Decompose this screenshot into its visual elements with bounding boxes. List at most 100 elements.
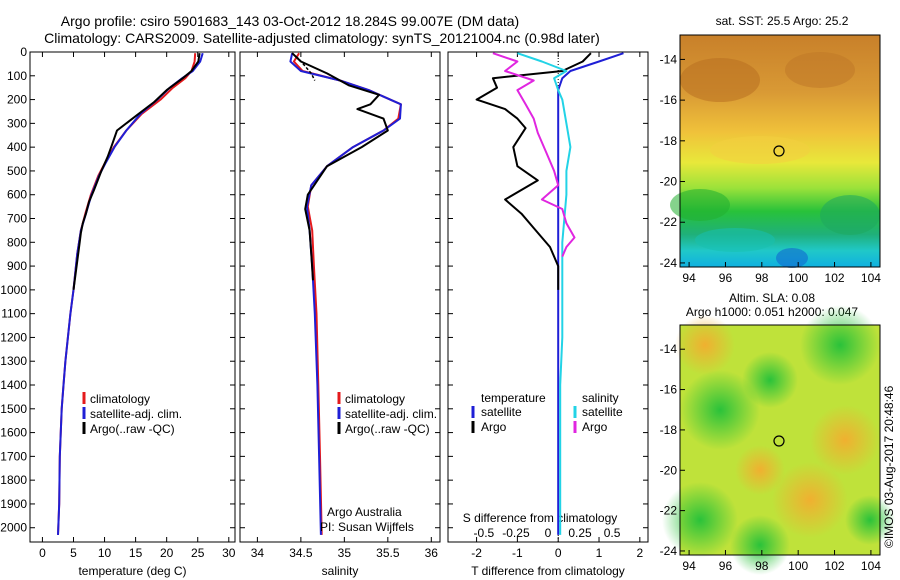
lon-tick-label: 94 — [682, 559, 696, 573]
y-tick-label: 1300 — [0, 354, 27, 368]
lon-tick-label: 98 — [755, 559, 769, 573]
series-line-t-argo — [475, 52, 592, 290]
x-tick-label: 1 — [596, 546, 603, 560]
x-tick-label: 34 — [251, 546, 265, 560]
x-axis-label: temperature (deg C) — [78, 564, 186, 578]
sla-map: Altim. SLA: 0.08 Argo h1000: 0.051 h2000… — [660, 291, 895, 575]
legend-title-temperature: temperature — [481, 391, 546, 405]
lon-tick-label: 102 — [825, 559, 845, 573]
legend-label-s-satellite: satellite — [582, 405, 623, 419]
lon-tick-label: 100 — [788, 559, 808, 573]
lat-tick-label: -14 — [660, 342, 678, 356]
lat-tick-label: -20 — [660, 463, 678, 477]
y-tick-label: 1000 — [0, 283, 27, 297]
legend-label-s-argo: Argo — [582, 420, 608, 434]
y-tick-label: 1600 — [0, 426, 27, 440]
salinity-legend: climatology satellite-adj. clim. Argo(..… — [320, 392, 437, 534]
lat-tick-label: -20 — [660, 175, 678, 189]
sst-map-argo-marker — [773, 145, 785, 157]
x-tick-label: 5 — [70, 546, 77, 560]
series-line-satellite-adj-clim- — [289, 52, 402, 535]
x-tick-label: 15 — [129, 546, 143, 560]
sst-map-frame — [679, 34, 881, 268]
y-tick-label: 1200 — [0, 330, 27, 344]
series-line-argo-raw-qc- — [72, 53, 201, 291]
y-tick-label: 1700 — [0, 449, 27, 463]
credit-pi: PI: Susan Wijffels — [320, 520, 414, 534]
lat-tick-label: -22 — [660, 504, 678, 518]
plot-frame — [447, 51, 649, 543]
series-line-t-satellite — [557, 52, 624, 535]
x-tick-label: -2 — [471, 546, 482, 560]
x-tick-label: 35 — [338, 546, 352, 560]
legend-title-salinity: salinity — [582, 391, 619, 405]
x-tick-label: 25 — [191, 546, 205, 560]
sst-map-title: sat. SST: 25.5 Argo: 25.2 — [716, 14, 849, 28]
plot-frame — [239, 51, 441, 543]
legend-label-t-satellite: satellite — [481, 405, 522, 419]
y-tick-label: 1900 — [0, 497, 27, 511]
legend-label-climatology: climatology — [90, 392, 150, 406]
lon-tick-label: 96 — [719, 271, 733, 285]
legend-label-argo: Argo(..raw -QC) — [345, 422, 430, 436]
lat-tick-label: -24 — [660, 256, 678, 270]
difference-legend: temperature salinity satellite Argo sate… — [471, 391, 623, 434]
legend-label-satellite: satellite-adj. clim. — [345, 407, 437, 421]
series-line-s-argo — [492, 52, 576, 257]
y-tick-label: 1100 — [1, 307, 27, 321]
x-tick-label: 0 — [555, 546, 562, 560]
x-tick-label: 0 — [39, 546, 46, 560]
x-axis-label: salinity — [322, 564, 359, 578]
lon-tick-label: 98 — [755, 271, 769, 285]
y-tick-label: 700 — [7, 212, 27, 226]
x-axis-top-label: S difference from climatology — [463, 511, 618, 525]
series-line-argo-dashed — [291, 52, 316, 81]
x-tick-label: 34.5 — [289, 546, 313, 560]
y-tick-label: 600 — [7, 188, 27, 202]
x-tick-label: 20 — [160, 546, 174, 560]
sst-map-texture — [670, 52, 880, 268]
x-tick-label: 10 — [98, 546, 112, 560]
sla-map-ticks: 94 96 98 100 102 104 -14 -16 -18 -20 -22 -24 — [660, 342, 882, 573]
lat-tick-label: -18 — [660, 134, 678, 148]
sst-map-ticks: 94 96 98 100 102 104 -14 -16 -18 -20 -22 -24 — [660, 52, 882, 285]
series-line-s-satellite — [517, 52, 572, 535]
x-tick-label: 2 — [636, 546, 643, 560]
figure-title-line2: Climatology: CARS2009. Satellite-adjuste… — [44, 30, 600, 46]
x-tick-top-label: 0.5 — [604, 526, 621, 540]
sla-map-frame — [679, 324, 881, 556]
plot-frame — [29, 51, 236, 543]
lon-tick-label: 104 — [861, 559, 881, 573]
x-tick-top-label: -0.25 — [502, 526, 530, 540]
lat-tick-label: -16 — [660, 383, 678, 397]
lat-tick-label: -18 — [660, 423, 678, 437]
lon-tick-label: 104 — [861, 271, 881, 285]
sla-map-argo-marker — [773, 435, 785, 447]
temperature-panel: 0 5 10 15 20 25 30 temperature (deg C) 0 100 200 30… — [0, 45, 235, 578]
y-tick-label: 100 — [7, 69, 27, 83]
difference-panel: -2 -1 0 1 2 T difference from climatology S di… — [447, 51, 649, 578]
lat-tick-label: -14 — [660, 52, 678, 66]
y-tick-label: 300 — [7, 116, 27, 130]
x-axis-label: T difference from climatology — [471, 564, 625, 578]
x-tick-label: 30 — [222, 546, 236, 560]
x-tick-top-label: 0.25 — [568, 526, 592, 540]
x-tick-label: -1 — [512, 546, 523, 560]
y-tick-label: 0 — [20, 45, 27, 59]
lat-tick-label: -22 — [660, 215, 678, 229]
lon-tick-label: 96 — [719, 559, 733, 573]
legend-label-t-argo: Argo — [481, 420, 507, 434]
y-tick-label: 1500 — [0, 402, 27, 416]
temperature-legend: climatology satellite-adj. clim. Argo(..… — [82, 392, 182, 436]
lon-tick-label: 94 — [682, 271, 696, 285]
x-tick-label: 36 — [425, 546, 439, 560]
y-tick-label: 1400 — [0, 378, 27, 392]
series-line-argo-raw-qc- — [291, 52, 389, 281]
sla-map-title-line1: Altim. SLA: 0.08 — [729, 291, 815, 305]
salinity-panel: 34 34.5 35 35.5 36 salinity — [239, 51, 441, 578]
legend-label-satellite: satellite-adj. clim. — [90, 407, 182, 421]
sst-map: sat. SST: 25.5 Argo: 25.2 94 96 98 100 102 10… — [660, 14, 882, 285]
figure-title-line1: Argo profile: csiro 5901683_143 03-Oct-2… — [61, 13, 519, 29]
credit-argo-australia: Argo Australia — [327, 505, 402, 519]
